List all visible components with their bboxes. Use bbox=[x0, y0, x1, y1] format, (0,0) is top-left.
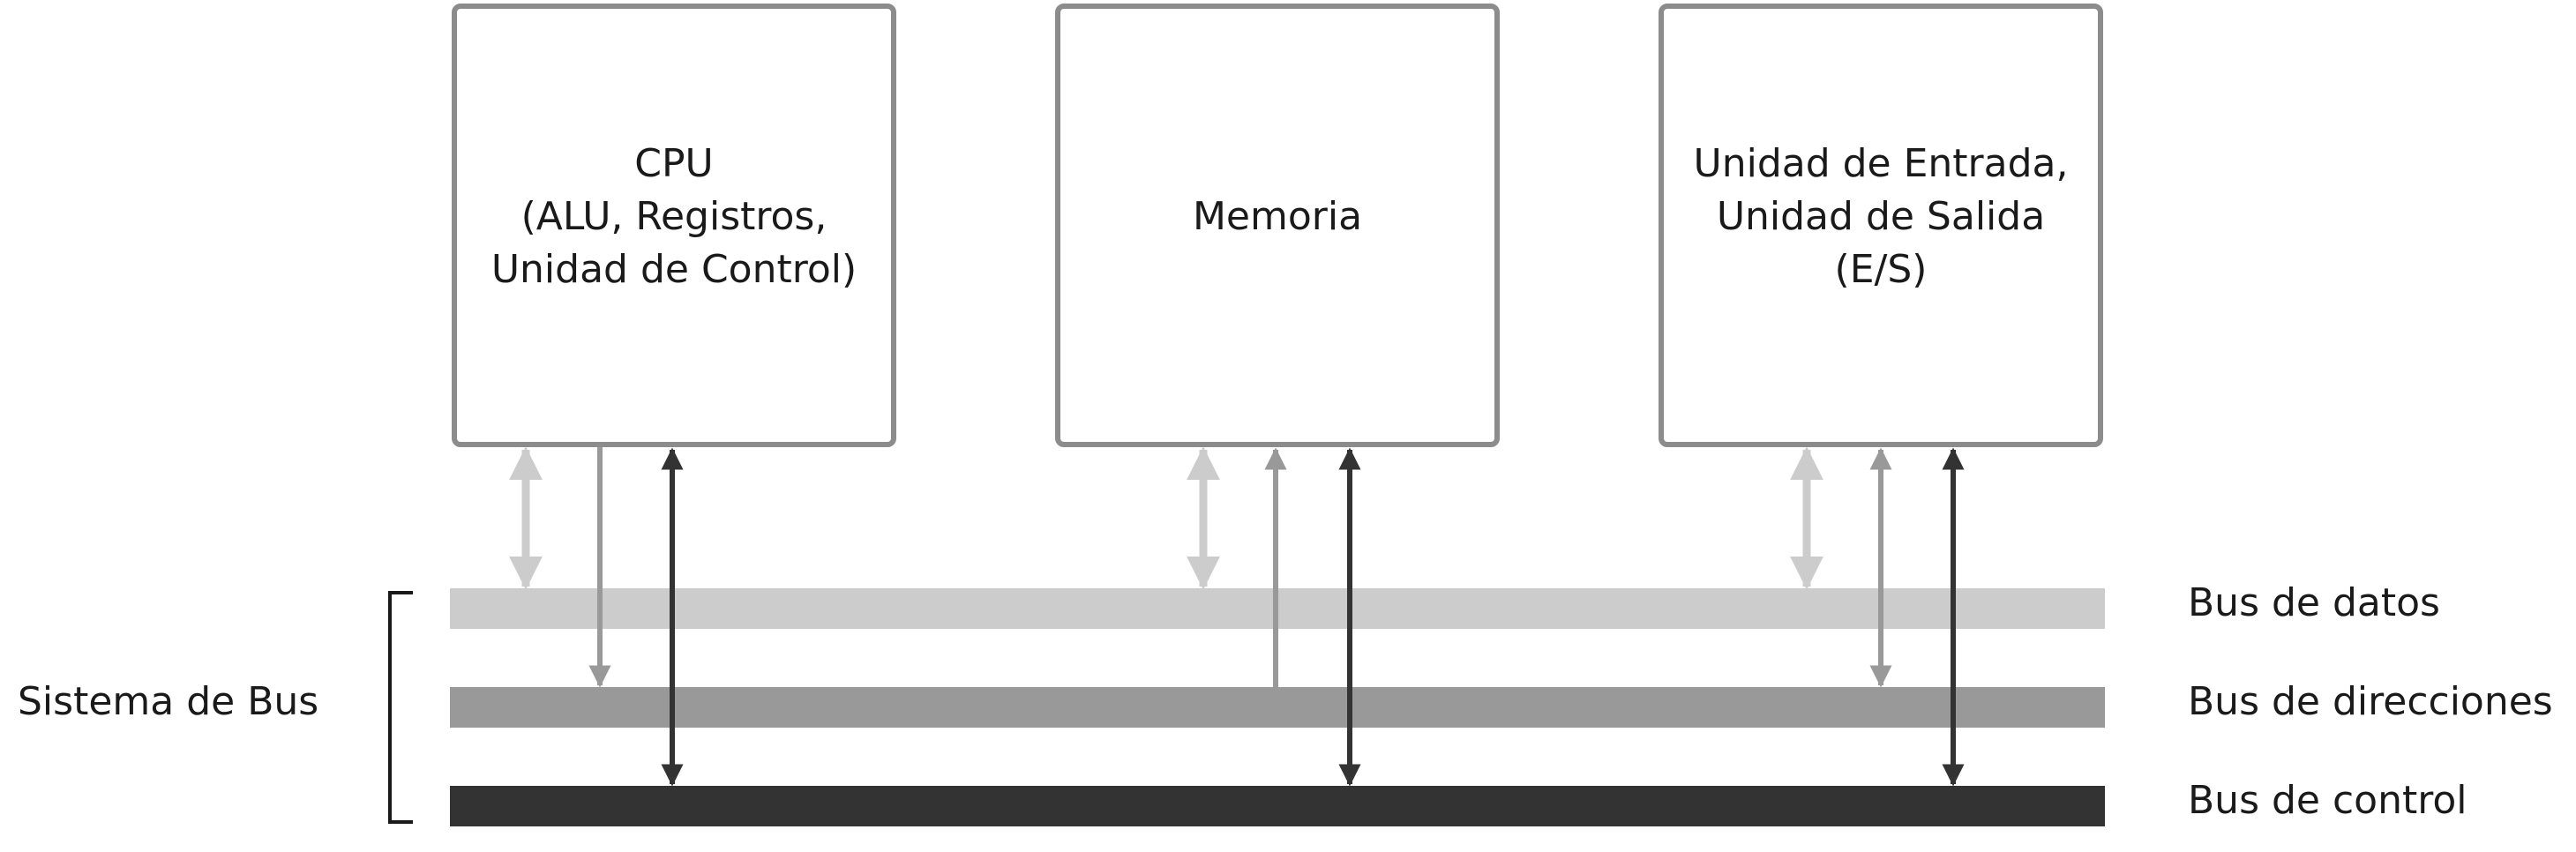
bus-bar-control bbox=[450, 786, 2105, 826]
io-box-text: Unidad de Entrada, Unidad de Salida (E/S… bbox=[1694, 138, 2069, 296]
bus-label-control: Bus de control bbox=[2188, 778, 2467, 823]
io-title-line3: (E/S) bbox=[1834, 246, 1928, 292]
io-title-line2: Unidad de Salida bbox=[1716, 193, 2046, 239]
bus-label-data: Bus de datos bbox=[2188, 580, 2440, 625]
bus-bar-address bbox=[450, 687, 2105, 728]
bus-label-address: Bus de direcciones bbox=[2188, 679, 2553, 724]
cpu-box: CPU (ALU, Registros, Unidad de Control) bbox=[452, 4, 896, 447]
bus-system-label: Sistema de Bus bbox=[18, 679, 319, 724]
cpu-box-text: CPU (ALU, Registros, Unidad de Control) bbox=[491, 138, 857, 296]
cpu-title: CPU bbox=[634, 140, 714, 186]
bus-system-bracket bbox=[388, 591, 413, 824]
memory-title: Memoria bbox=[1192, 193, 1363, 239]
memory-box-text: Memoria bbox=[1193, 191, 1362, 243]
cpu-subtitle-line2: Unidad de Control) bbox=[490, 246, 857, 292]
io-box: Unidad de Entrada, Unidad de Salida (E/S… bbox=[1659, 4, 2103, 447]
cpu-subtitle-line1: (ALU, Registros, bbox=[520, 193, 827, 239]
memory-box: Memoria bbox=[1055, 4, 1500, 447]
io-title-line1: Unidad de Entrada, bbox=[1693, 140, 2069, 186]
